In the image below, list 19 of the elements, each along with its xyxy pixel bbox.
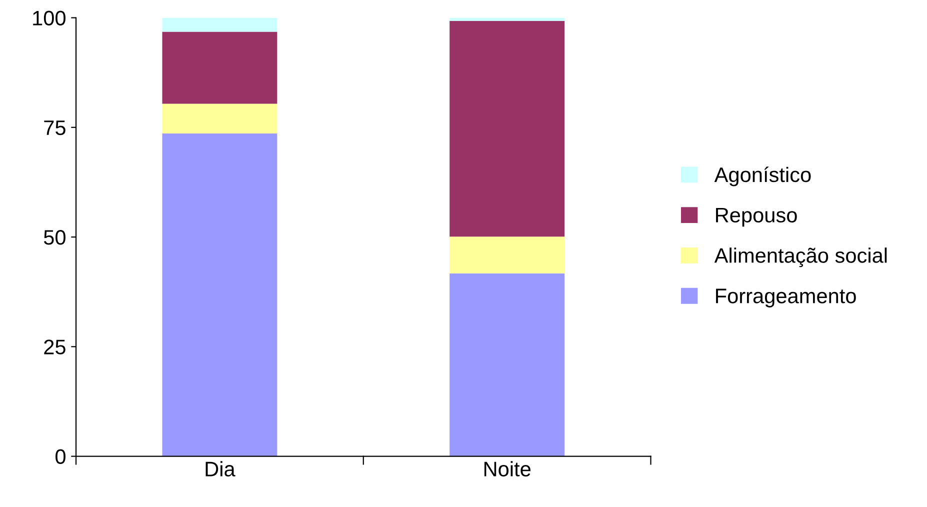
x-tick-label: Dia xyxy=(206,461,236,476)
x-tick-label: Noite xyxy=(484,461,530,476)
legend-label: Alimentação social xyxy=(714,248,887,268)
legend-label: Repouso xyxy=(716,208,797,227)
bar xyxy=(450,273,565,456)
bar xyxy=(450,20,565,237)
bar xyxy=(162,104,278,134)
bar xyxy=(450,18,565,21)
y-tick-label: 100 xyxy=(33,10,66,26)
bar xyxy=(162,134,278,456)
legend-label: Agonístico xyxy=(714,166,811,186)
y-tick-label: 75 xyxy=(44,120,66,136)
y-tick-label: 50 xyxy=(44,230,66,245)
y-tick-label: 0 xyxy=(56,449,66,464)
bar xyxy=(162,32,278,104)
legend-label: Forrageamento xyxy=(716,288,856,308)
bar xyxy=(450,236,565,274)
y-tick-label: 25 xyxy=(44,340,66,354)
bar xyxy=(162,18,278,32)
